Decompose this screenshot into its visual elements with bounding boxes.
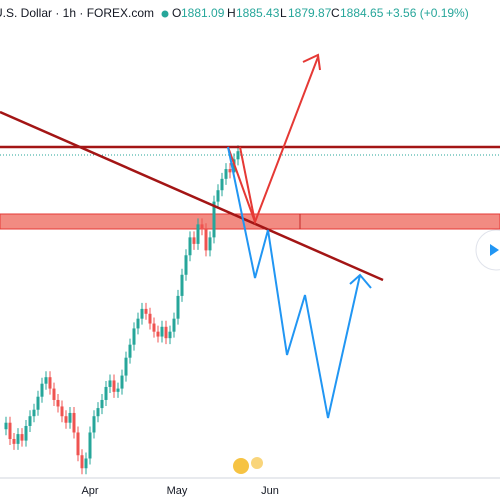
candle — [124, 357, 128, 376]
play-icon — [490, 244, 499, 256]
candle — [160, 326, 164, 337]
candle — [108, 380, 112, 387]
candle — [88, 432, 92, 459]
status-dot — [161, 10, 169, 18]
arrow-head — [349, 273, 372, 289]
candle — [212, 201, 216, 238]
candle — [44, 377, 48, 384]
candle — [56, 399, 60, 407]
candle — [32, 409, 36, 417]
bear-path — [227, 146, 361, 419]
candle — [152, 323, 156, 332]
candle — [164, 326, 168, 339]
arrow-head — [302, 53, 321, 71]
candle — [196, 224, 200, 244]
candle — [68, 412, 72, 423]
candle — [204, 229, 208, 251]
candle — [28, 416, 32, 426]
candle — [24, 425, 28, 441]
candle — [40, 383, 44, 397]
candle — [92, 416, 96, 433]
candle — [224, 169, 228, 179]
change: +3.56 (+0.19%) — [386, 6, 469, 20]
candle — [140, 308, 144, 319]
candle — [228, 169, 232, 173]
candle — [52, 388, 56, 400]
ohlc-label: C — [331, 6, 340, 20]
candle — [112, 380, 116, 392]
candle — [104, 386, 108, 400]
candle — [220, 178, 224, 191]
candle — [4, 422, 8, 430]
candle — [8, 422, 12, 439]
candle — [132, 328, 136, 345]
candle — [96, 408, 100, 417]
ohlc-value: 1885.43 — [236, 6, 280, 20]
candle — [76, 432, 80, 456]
symbol: U.S. Dollar · 1h · FOREX.com — [0, 6, 154, 20]
candle — [128, 344, 132, 358]
candle — [80, 455, 84, 469]
candle — [192, 237, 196, 244]
candle — [12, 438, 16, 444]
candle — [100, 399, 104, 409]
candle — [120, 375, 124, 389]
candle — [36, 396, 40, 410]
x-tick-label: May — [167, 485, 188, 497]
x-tick-label: Jun — [261, 485, 279, 497]
candle — [188, 237, 192, 256]
trend-line — [0, 110, 384, 282]
x-tick-label: Apr — [81, 485, 98, 497]
candle — [72, 412, 76, 433]
candle — [200, 224, 204, 230]
ohlc-label: O — [172, 6, 181, 20]
event-icon[interactable] — [233, 458, 249, 474]
candle — [176, 295, 180, 319]
scroll-button[interactable] — [475, 229, 500, 271]
candle — [168, 331, 172, 339]
candle — [180, 274, 184, 296]
ohlc-value: 1881.09 — [181, 6, 225, 20]
candle — [144, 308, 148, 314]
candle — [20, 434, 24, 441]
event-icon[interactable] — [251, 457, 263, 469]
candle — [208, 237, 212, 251]
candle — [48, 377, 52, 389]
candle — [216, 190, 220, 202]
candle — [16, 434, 20, 444]
candle — [64, 416, 68, 423]
candle — [136, 318, 140, 329]
ohlc-label: H — [227, 6, 236, 20]
candle — [172, 318, 176, 332]
candle — [116, 388, 120, 392]
candle — [184, 255, 188, 275]
bull-path — [239, 146, 256, 223]
ohlc-value: 1884.65 — [340, 6, 384, 20]
ohlc-value: 1879.87 — [288, 6, 332, 20]
ohlc-label: L — [280, 6, 287, 20]
candle — [84, 458, 88, 469]
x-axis — [0, 478, 500, 500]
candle — [60, 406, 64, 417]
candle — [148, 313, 152, 324]
candle — [156, 331, 160, 337]
